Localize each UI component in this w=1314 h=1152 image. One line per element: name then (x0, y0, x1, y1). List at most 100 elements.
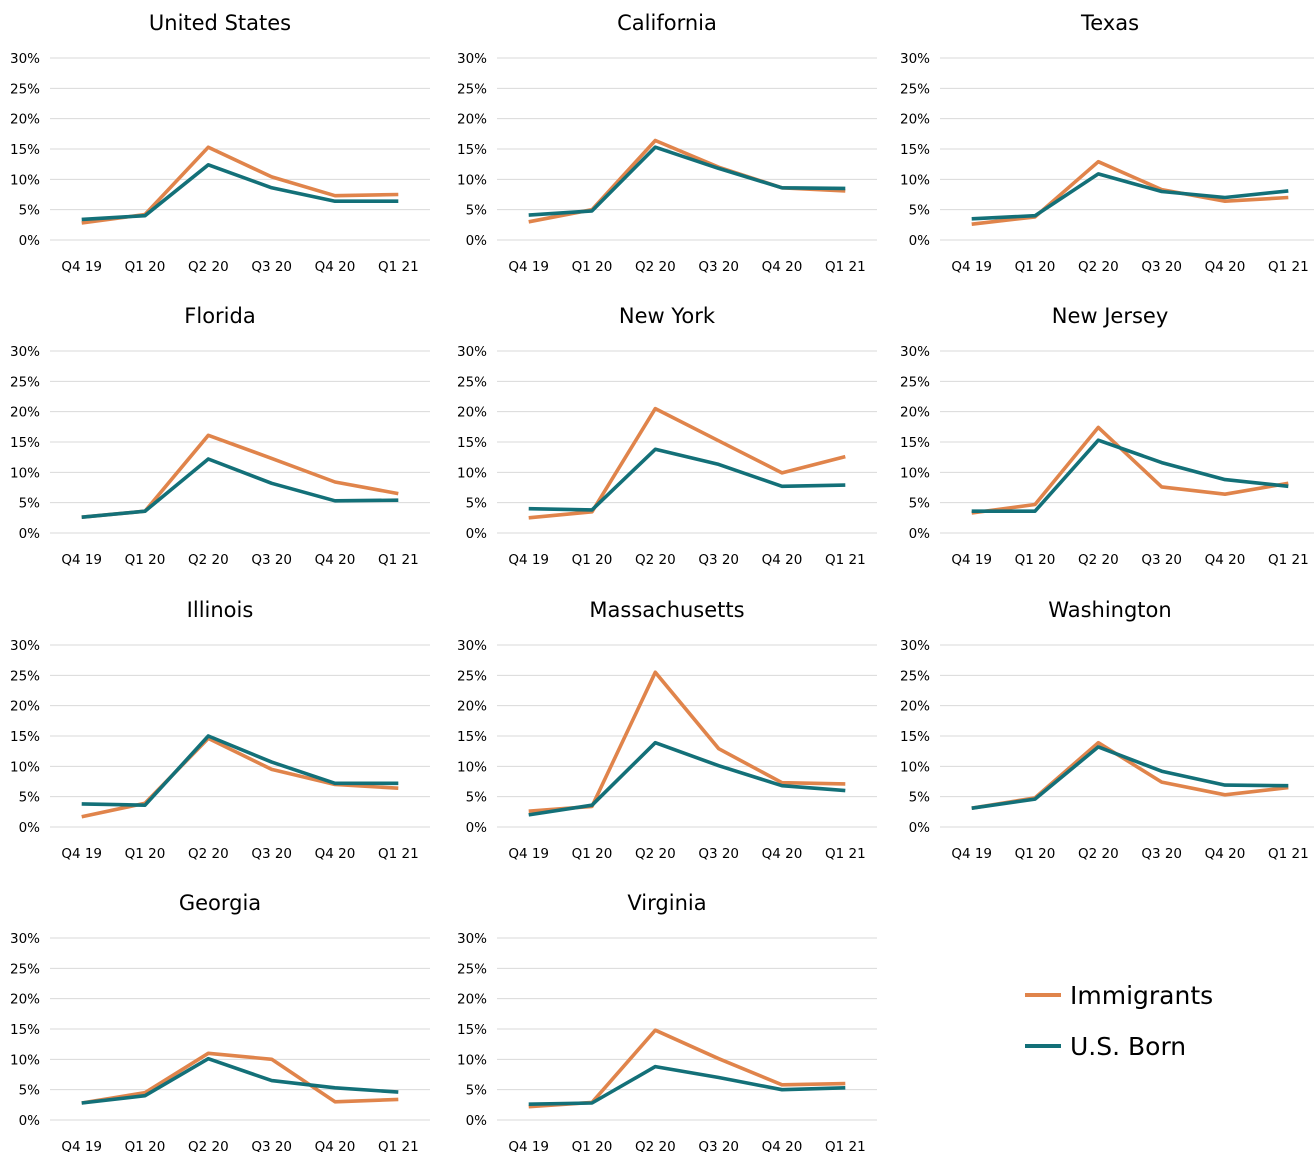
x-tick-label: Q1 21 (825, 846, 866, 862)
x-tick-label: Q1 21 (378, 1139, 419, 1152)
x-tick-label: Q2 20 (1078, 846, 1119, 862)
x-tick-label: Q4 20 (1205, 259, 1246, 275)
series-line-u-s-born (81, 163, 399, 222)
x-tick-label: Q4 20 (315, 259, 356, 275)
x-tick-label: Q4 19 (951, 846, 992, 862)
x-tick-label: Q2 20 (188, 1139, 229, 1152)
y-tick-label: 5% (19, 1083, 41, 1099)
y-tick-label: 25% (10, 374, 40, 390)
chart-title: Florida (184, 304, 255, 328)
chart-title: California (617, 11, 717, 35)
y-tick-label: 10% (900, 172, 930, 188)
x-tick-label: Q2 20 (188, 846, 229, 862)
x-tick-label: Q4 20 (762, 1139, 803, 1152)
legend-label-immigrants: Immigrants (1070, 981, 1213, 1010)
y-tick-label: 20% (457, 405, 487, 421)
x-tick-label: Q4 19 (61, 259, 102, 275)
legend-label-us-born: U.S. Born (1070, 1032, 1186, 1061)
x-tick-label: Q3 20 (1141, 259, 1182, 275)
x-tick-label: Q3 20 (698, 1139, 739, 1152)
y-tick-label: 15% (457, 435, 487, 451)
y-tick-label: 15% (457, 1022, 487, 1038)
x-tick-label: Q3 20 (698, 846, 739, 862)
y-tick-label: 5% (466, 790, 488, 806)
x-tick-label: Q4 19 (508, 1139, 549, 1152)
x-tick-label: Q1 21 (1268, 259, 1309, 275)
y-tick-label: 30% (457, 344, 487, 360)
x-tick-label: Q1 20 (572, 259, 613, 275)
y-tick-label: 25% (457, 668, 487, 684)
x-tick-label: Q2 20 (635, 259, 676, 275)
x-tick-label: Q1 21 (378, 552, 419, 568)
y-tick-label: 20% (457, 992, 487, 1008)
y-tick-label: 10% (10, 172, 40, 188)
x-tick-label: Q1 21 (378, 259, 419, 275)
chart-panel-massachusetts: Massachusetts 30% 25% 20% 15% 10% 5% 0% Q4 19 Q1 … (457, 598, 877, 862)
x-tick-label: Q1 21 (825, 552, 866, 568)
y-tick-label: 10% (900, 465, 930, 481)
chart-panel-united-states: United States 30% 25% 20% 15% 10% 5% 0% Q4 19 Q1 … (10, 11, 430, 275)
chart-title: Georgia (179, 891, 261, 915)
y-tick-label: 0% (909, 233, 931, 249)
y-tick-label: 30% (900, 638, 930, 654)
y-tick-label: 15% (900, 142, 930, 158)
y-tick-label: 5% (909, 496, 931, 512)
x-tick-label: Q4 20 (315, 552, 356, 568)
y-tick-label: 0% (466, 526, 488, 542)
y-tick-label: 5% (19, 790, 41, 806)
x-tick-label: Q4 20 (315, 1139, 356, 1152)
y-tick-label: 25% (457, 81, 487, 97)
y-tick-label: 0% (19, 820, 41, 836)
y-tick-label: 25% (900, 668, 930, 684)
y-tick-label: 30% (10, 344, 40, 360)
series-line-immigrants (81, 433, 399, 519)
series-line-u-s-born (528, 1064, 846, 1106)
x-tick-label: Q4 20 (762, 552, 803, 568)
x-tick-label: Q3 20 (251, 846, 292, 862)
chart-title: Illinois (187, 598, 254, 622)
y-tick-label: 10% (900, 759, 930, 775)
x-tick-label: Q2 20 (635, 1139, 676, 1152)
y-tick-label: 10% (10, 1052, 40, 1068)
y-tick-label: 5% (909, 790, 931, 806)
x-tick-label: Q3 20 (698, 552, 739, 568)
y-tick-label: 20% (900, 112, 930, 128)
x-tick-label: Q1 21 (378, 846, 419, 862)
x-tick-label: Q4 19 (61, 1139, 102, 1152)
y-tick-label: 20% (457, 112, 487, 128)
y-tick-label: 0% (19, 233, 41, 249)
y-tick-label: 25% (10, 81, 40, 97)
x-tick-label: Q4 19 (508, 259, 549, 275)
y-tick-label: 5% (19, 203, 41, 219)
y-tick-label: 15% (900, 729, 930, 745)
x-tick-label: Q1 20 (125, 259, 166, 275)
x-tick-label: Q1 20 (572, 846, 613, 862)
x-tick-label: Q4 19 (951, 552, 992, 568)
y-tick-label: 15% (457, 729, 487, 745)
y-tick-label: 10% (10, 759, 40, 775)
chart-title: Virginia (627, 891, 706, 915)
x-tick-label: Q4 19 (508, 552, 549, 568)
y-tick-label: 20% (10, 112, 40, 128)
series-line-immigrants (81, 1051, 399, 1105)
chart-panel-virginia: Virginia 30% 25% 20% 15% 10% 5% 0% Q4 19 Q1 20 Q2 … (457, 891, 877, 1152)
chart-title: Massachusetts (589, 598, 744, 622)
y-tick-label: 15% (457, 142, 487, 158)
series-line-immigrants (81, 145, 399, 225)
y-tick-label: 20% (10, 405, 40, 421)
y-tick-label: 15% (10, 142, 40, 158)
series-line-u-s-born (81, 457, 399, 519)
y-tick-label: 30% (10, 51, 40, 67)
y-tick-label: 20% (900, 699, 930, 715)
chart-panel-new-york: New York 30% 25% 20% 15% 10% 5% 0% Q4 19 Q1 20 Q2 … (457, 304, 877, 568)
x-tick-label: Q3 20 (251, 259, 292, 275)
y-tick-label: 30% (10, 931, 40, 947)
series-line-immigrants (971, 159, 1289, 226)
y-tick-label: 30% (457, 638, 487, 654)
y-tick-label: 30% (10, 638, 40, 654)
x-tick-label: Q1 20 (572, 552, 613, 568)
y-tick-label: 5% (909, 203, 931, 219)
chart-title: New York (619, 304, 716, 328)
x-tick-label: Q4 19 (61, 552, 102, 568)
